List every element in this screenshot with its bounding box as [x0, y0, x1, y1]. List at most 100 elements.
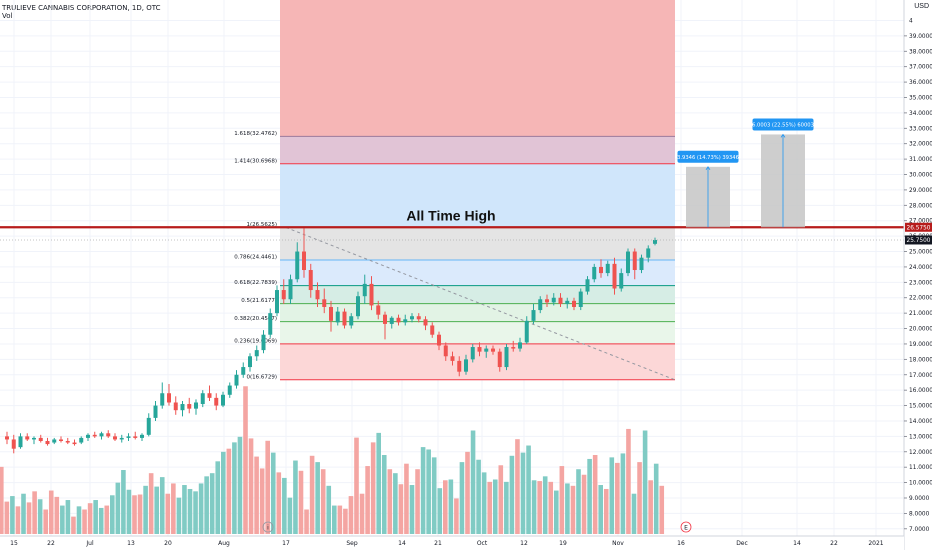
candle-body: [551, 297, 556, 303]
candle-body: [322, 299, 327, 307]
volume-bar: [370, 442, 376, 534]
price-tick-label: 19.0000: [909, 342, 932, 348]
volume-bar: [504, 481, 509, 534]
candle-body: [119, 437, 124, 440]
candle-body: [45, 440, 50, 445]
volume-bar: [515, 439, 520, 534]
price-tick-label: 7.0000: [909, 527, 930, 533]
candle-body: [241, 367, 246, 375]
fib-zone: [280, 227, 675, 261]
candle-body: [524, 320, 529, 343]
volume-bar: [520, 452, 526, 534]
candle-body: [221, 394, 225, 406]
candle-body: [639, 257, 644, 271]
volume-bar: [426, 449, 431, 534]
candle-body: [52, 439, 57, 443]
volume-bar: [443, 480, 448, 534]
time-axis[interactable]: 15 22 Jul 13 20 Aug 17 Sep 14 21 Oct 12 19 Nov 16 Dec 14…: [0, 535, 904, 550]
volume-bar: [615, 462, 620, 534]
ath-price-badge-text: 26.5750: [907, 225, 931, 231]
volume-bar: [648, 480, 653, 534]
candle-body: [484, 348, 489, 352]
candle-body: [403, 319, 408, 323]
volume-bar: [182, 485, 187, 534]
volume-bar: [93, 500, 98, 534]
price-axis[interactable]: 7.0000 8.0000 9.0000 10.0000 11.0000 12.0000 1…: [903, 0, 932, 550]
volume-bar: [653, 463, 659, 534]
volume-bar: [48, 490, 54, 534]
price-tick-label: 39.0000: [909, 34, 932, 40]
volume-bar: [409, 485, 415, 534]
volume-bar: [548, 481, 554, 534]
candle-body: [207, 393, 212, 398]
projection-2-callout-text: 6.0003 (22.55%) 60003: [752, 122, 814, 128]
ath-price-badge: [905, 222, 932, 232]
candle-body: [396, 317, 401, 323]
price-tick-label: 23.0000: [909, 280, 932, 286]
candle-body: [518, 342, 522, 349]
time-tick-label: 21: [434, 540, 442, 547]
volume-bar: [143, 485, 148, 534]
volume-bar: [287, 497, 293, 534]
time-tick-label: 19: [559, 540, 567, 547]
price-tick-label: 31.0000: [909, 157, 932, 163]
time-tick-label: Dec: [736, 540, 748, 547]
volume-bar: [642, 430, 648, 534]
volume-bar: [137, 494, 143, 534]
candle-body: [605, 263, 610, 274]
current-price-badge: [905, 235, 932, 245]
volume-bar: [354, 437, 359, 534]
volume-bar: [398, 484, 404, 534]
current-price-badge-text: 25.7500: [907, 238, 931, 244]
candle-body: [491, 348, 495, 352]
candle-body: [592, 266, 597, 280]
price-tick-label: 17.0000: [909, 373, 932, 379]
volume-bar: [32, 491, 37, 534]
target-zone-top: [280, 0, 675, 137]
volume-bar: [315, 462, 320, 534]
event-marker-glyph: i: [267, 525, 269, 532]
candle-body: [443, 345, 448, 357]
volume-bar: [159, 477, 165, 534]
price-tick-label: 11.0000: [909, 465, 932, 471]
time-tick-label: 14: [793, 540, 801, 547]
candle-body: [214, 397, 219, 406]
candle-body: [180, 404, 185, 411]
price-tick-label: 38.0000: [909, 49, 932, 55]
volume-bar: [570, 485, 576, 534]
volume-bar: [26, 502, 32, 534]
fib-level-label: 0.786(24.4461): [234, 255, 277, 261]
volume-bar: [531, 480, 537, 534]
candle-body: [578, 291, 583, 307]
volume-bar: [259, 468, 265, 534]
fib-zone: [280, 163, 675, 228]
ath-label: All Time High: [406, 207, 495, 223]
volume-bar: [437, 488, 443, 534]
currency-label[interactable]: USD: [914, 3, 929, 10]
candle-body: [558, 297, 563, 304]
price-tick-label: 36.0000: [909, 80, 932, 86]
candle-body: [646, 248, 651, 258]
fib-level-label: 1(26.5625): [246, 222, 277, 228]
candle-body: [349, 316, 354, 326]
volume-bar: [343, 508, 348, 534]
fib-trend-line: [285, 227, 676, 381]
price-tick-label: 30.0000: [909, 173, 932, 179]
candle-body: [32, 437, 36, 440]
projection-2-callout: [752, 118, 814, 131]
volume-bar: [492, 479, 498, 534]
candle-body: [153, 405, 158, 418]
price-tick-label: 18.0000: [909, 357, 932, 363]
candle-body: [248, 356, 252, 368]
candle-body: [342, 311, 347, 326]
price-tick-label: 28.0000: [909, 203, 932, 209]
volume-bar: [232, 442, 237, 534]
volume-bar: [304, 509, 309, 534]
price-tick-label: 33.0000: [909, 126, 932, 132]
volume-bar: [581, 474, 587, 534]
volume-bar: [293, 460, 298, 534]
candle-body: [288, 279, 293, 300]
candle-body: [362, 283, 367, 297]
chart-overlays: All Time High 3.9346 (14.73%) 39346 6.0003…: [0, 118, 904, 533]
